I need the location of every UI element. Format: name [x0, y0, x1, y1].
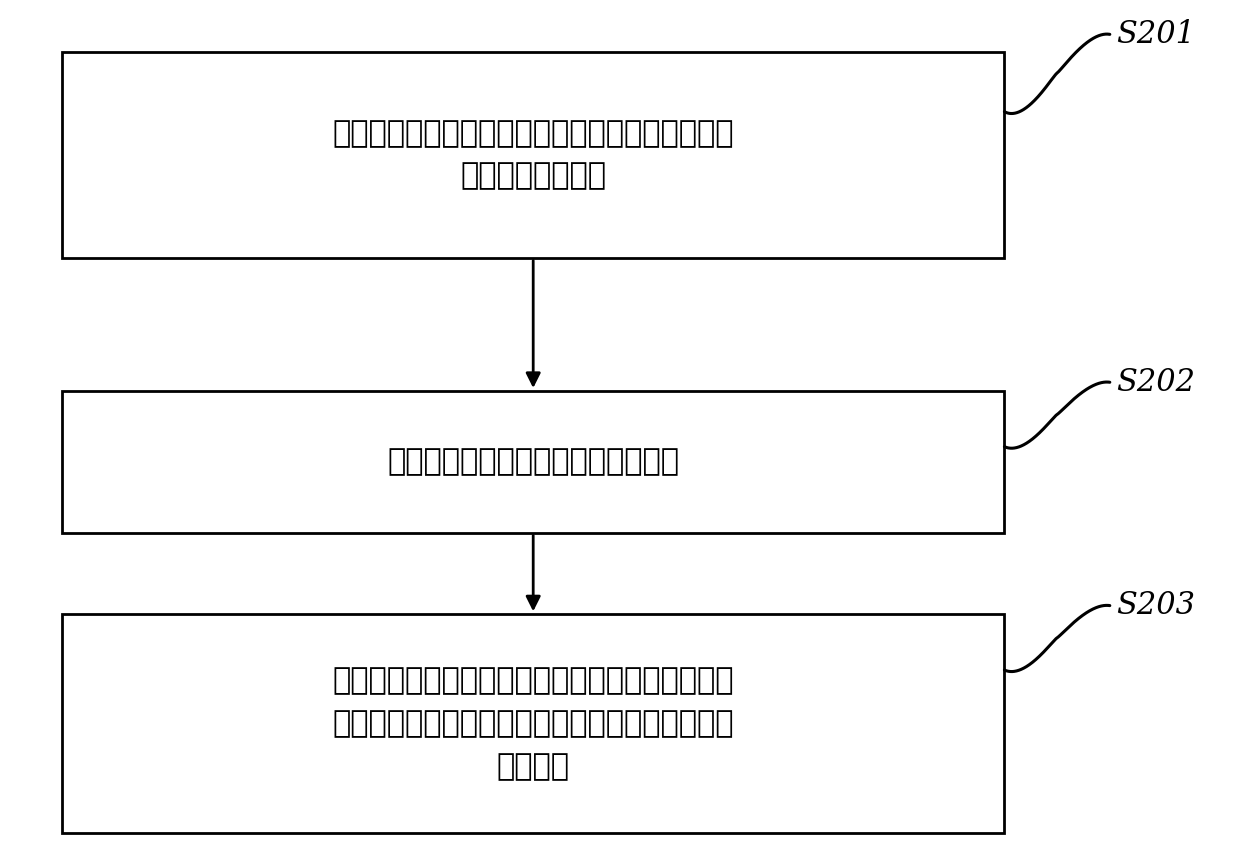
Bar: [62, 614, 1004, 833]
Text: S203: S203: [1116, 590, 1195, 621]
Text: 对当前工件进行加工之前，获取当前工件与前一工
件之间的间隔时间: 对当前工件进行加工之前，获取当前工件与前一工 件之间的间隔时间: [332, 119, 734, 191]
Text: S202: S202: [1116, 367, 1195, 398]
Text: S201: S201: [1116, 19, 1195, 50]
Text: 根据间隔时间获得机械臂的基础速度: 根据间隔时间获得机械臂的基础速度: [387, 448, 680, 476]
Bar: [62, 52, 1004, 258]
Text: 向机械臂发送加工动作的动作指令，动作指令中包
含机械臂在执行加工动作时的根据基础速度获得的
运行速度: 向机械臂发送加工动作的动作指令，动作指令中包 含机械臂在执行加工动作时的根据基础…: [332, 667, 734, 781]
Bar: [62, 391, 1004, 533]
